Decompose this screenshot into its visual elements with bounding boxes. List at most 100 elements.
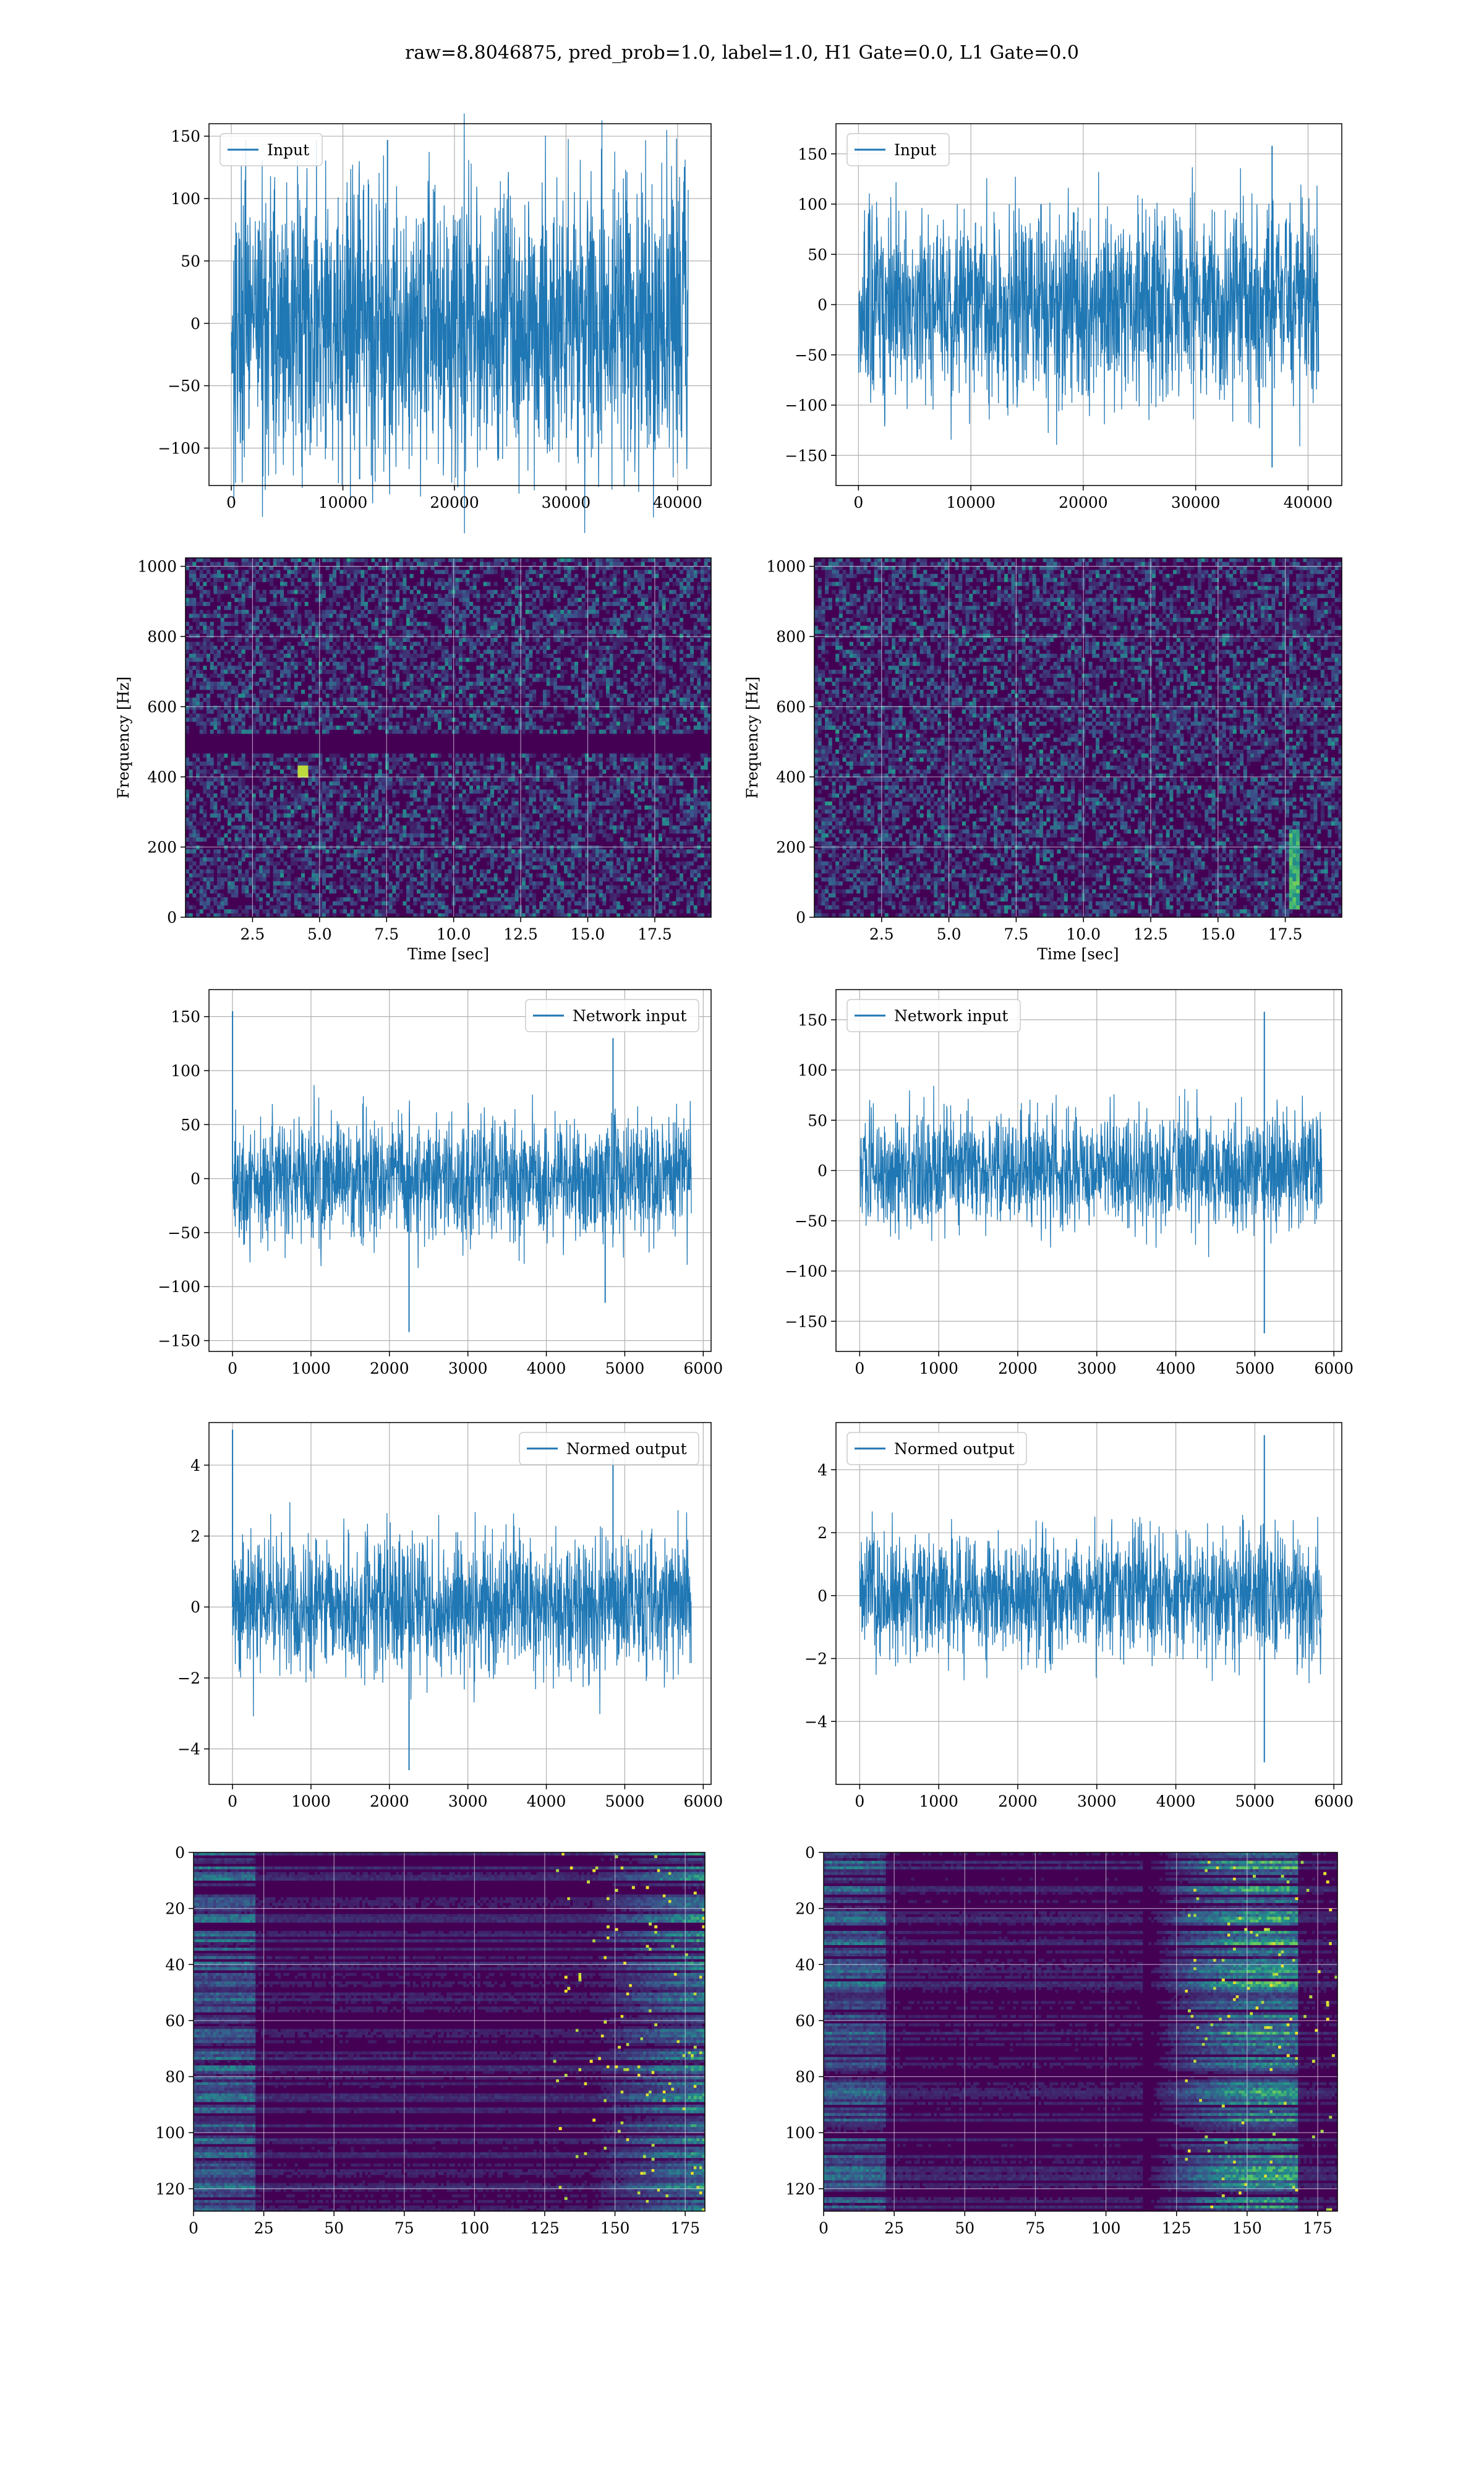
heatmap-cell bbox=[315, 646, 319, 650]
heatmap-cell bbox=[291, 782, 294, 786]
heatmap-cell bbox=[511, 701, 515, 706]
heatmap-cell bbox=[610, 602, 613, 606]
heatmap-cell bbox=[571, 769, 574, 774]
heatmap-cell bbox=[627, 582, 631, 586]
heatmap-cell bbox=[638, 789, 641, 794]
heatmap-cell bbox=[623, 570, 627, 574]
heatmap-cell bbox=[245, 586, 249, 590]
heatmap-cell bbox=[487, 626, 490, 630]
heatmap-cell bbox=[410, 610, 414, 614]
heatmap-cell bbox=[270, 797, 273, 802]
heatmap-cell bbox=[305, 706, 309, 710]
heatmap-cell bbox=[550, 753, 553, 758]
heatmap-cell bbox=[487, 670, 490, 674]
heatmap-cell bbox=[571, 614, 574, 618]
heatmap-cell bbox=[308, 709, 312, 714]
heatmap-cell bbox=[638, 706, 641, 710]
heatmap-cell bbox=[494, 686, 498, 690]
heatmap-cell bbox=[210, 706, 214, 710]
heatmap-cell bbox=[406, 602, 410, 606]
heatmap-cell bbox=[686, 769, 690, 774]
heatmap-cell bbox=[697, 558, 701, 562]
heatmap-cell bbox=[245, 706, 249, 710]
heatmap-cell bbox=[574, 785, 578, 790]
heatmap-cell bbox=[487, 717, 490, 722]
heatmap-cell bbox=[641, 706, 645, 710]
heatmap-cell bbox=[242, 646, 245, 650]
heatmap-cell bbox=[602, 670, 606, 674]
heatmap-cell bbox=[385, 753, 389, 758]
heatmap-cell bbox=[441, 618, 445, 622]
heatmap-cell bbox=[508, 610, 511, 614]
heatmap-cell bbox=[680, 789, 683, 794]
heatmap-cell bbox=[438, 602, 441, 606]
heatmap-cell bbox=[263, 606, 267, 610]
heatmap-cell bbox=[389, 682, 393, 686]
heatmap-cell bbox=[203, 654, 207, 658]
heatmap-cell bbox=[508, 558, 511, 562]
heatmap-cell bbox=[484, 726, 487, 730]
heatmap-cell bbox=[487, 662, 490, 666]
heatmap-cell bbox=[448, 674, 452, 678]
heatmap-cell bbox=[532, 590, 536, 594]
heatmap-cell bbox=[364, 805, 368, 810]
heatmap-cell bbox=[336, 714, 340, 718]
heatmap-cell bbox=[385, 558, 389, 562]
heatmap-cell bbox=[228, 562, 231, 566]
heatmap-cell bbox=[644, 630, 648, 634]
heatmap-cell bbox=[192, 782, 196, 786]
heatmap-cell bbox=[686, 753, 690, 758]
heatmap-cell bbox=[263, 574, 267, 578]
heatmap-cell bbox=[434, 662, 438, 666]
heatmap-cell bbox=[616, 789, 620, 794]
heatmap-cell bbox=[536, 618, 540, 622]
heatmap-cell bbox=[382, 717, 385, 722]
heatmap-cell bbox=[613, 758, 616, 762]
heatmap-cell bbox=[221, 634, 224, 638]
heatmap-cell bbox=[217, 626, 221, 630]
heatmap-cell bbox=[522, 785, 526, 790]
heatmap-cell bbox=[410, 662, 414, 666]
heatmap-cell bbox=[196, 626, 200, 630]
heatmap-cell bbox=[662, 646, 666, 650]
heatmap-cell bbox=[638, 766, 641, 770]
heatmap-cell bbox=[526, 706, 529, 710]
heatmap-cell bbox=[455, 693, 459, 698]
heatmap-cell bbox=[610, 574, 613, 578]
heatmap-cell bbox=[518, 726, 522, 730]
heatmap-cell bbox=[602, 714, 606, 718]
heatmap-cell bbox=[354, 574, 357, 578]
heatmap-cell bbox=[631, 670, 634, 674]
heatmap-cell bbox=[473, 586, 477, 590]
heatmap-cell bbox=[638, 618, 641, 622]
heatmap-cell bbox=[389, 654, 393, 658]
heatmap-cell bbox=[207, 701, 210, 706]
heatmap-cell bbox=[574, 761, 578, 766]
heatmap-cell bbox=[396, 726, 399, 730]
heatmap-cell bbox=[463, 766, 466, 770]
heatmap-cell bbox=[189, 706, 193, 710]
heatmap-cell bbox=[396, 646, 399, 650]
heatmap-cell bbox=[655, 698, 659, 702]
heatmap-cell bbox=[234, 618, 238, 622]
heatmap-cell bbox=[273, 638, 277, 642]
heatmap-cell bbox=[347, 657, 351, 662]
heatmap-cell bbox=[536, 622, 540, 626]
heatmap-cell bbox=[392, 642, 396, 646]
heatmap-cell bbox=[613, 701, 616, 706]
heatmap-cell bbox=[403, 698, 406, 702]
heatmap-cell bbox=[333, 761, 336, 766]
heatmap-cell bbox=[238, 678, 242, 682]
heatmap-cell bbox=[438, 562, 441, 566]
heatmap-cell bbox=[581, 686, 585, 690]
heatmap-cell bbox=[511, 590, 515, 594]
heatmap-cell bbox=[420, 654, 424, 658]
heatmap-cell bbox=[284, 622, 288, 626]
heatmap-cell bbox=[581, 714, 585, 718]
heatmap-cell bbox=[680, 582, 683, 586]
heatmap-cell bbox=[564, 758, 568, 762]
heatmap-cell bbox=[694, 598, 697, 602]
heatmap-cell bbox=[392, 618, 396, 622]
heatmap-cell bbox=[613, 654, 616, 658]
heatmap-cell bbox=[560, 558, 564, 562]
